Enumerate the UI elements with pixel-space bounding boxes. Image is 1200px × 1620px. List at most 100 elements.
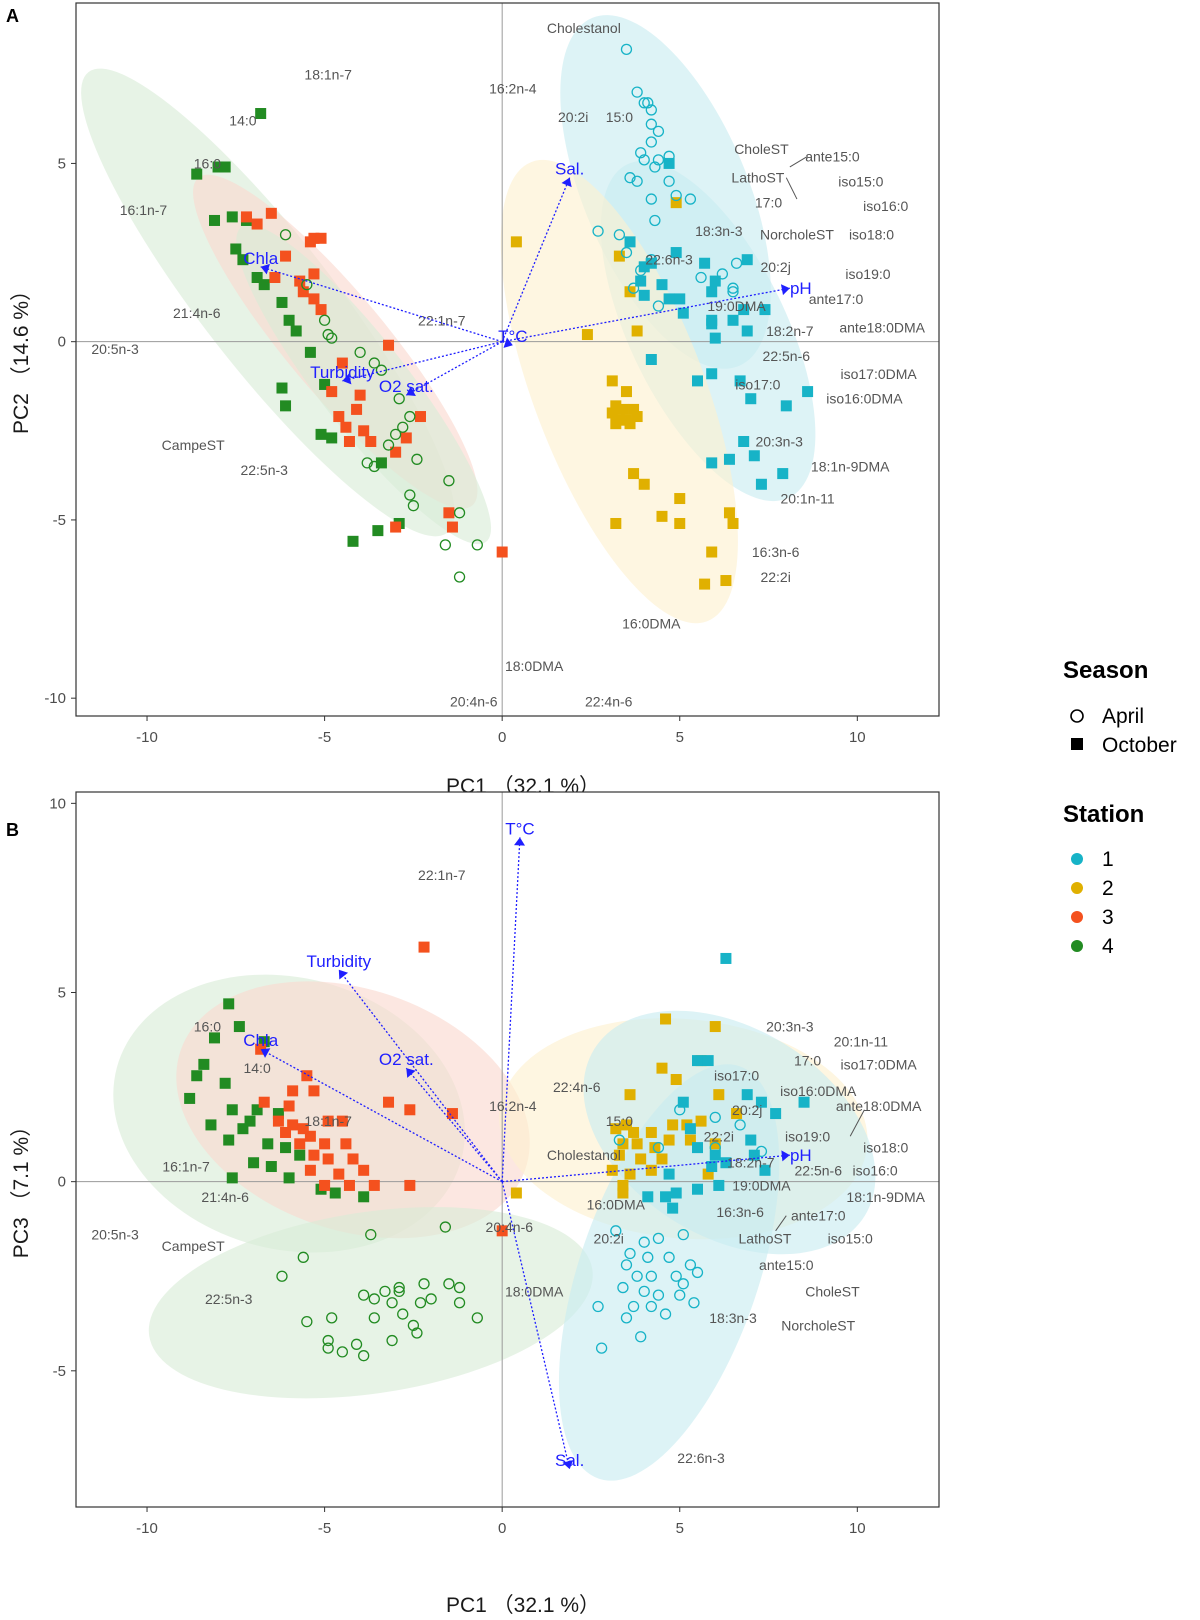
panel-a-point-station-4-april <box>397 421 409 433</box>
panel-b-point-station-1-april <box>635 1331 647 1343</box>
panel-a-point-station-3-october <box>326 386 338 398</box>
panel-b-point-station-1-april <box>659 1308 672 1320</box>
panel-b-variable-label: 16:0DMA <box>587 1196 646 1212</box>
panel-b-point-station-4-april <box>453 1297 466 1309</box>
panel-b-point-station-2-october <box>663 1134 675 1146</box>
panel-b-vector-label: Turbidity <box>307 952 372 971</box>
panel-b-point-station-4-october <box>226 1172 238 1184</box>
panel-b-point-station-1-october <box>667 1202 679 1214</box>
panel-a-variable-label: iso18:0 <box>849 227 894 243</box>
panel-b-vector-arrowhead <box>338 969 349 980</box>
panel-a-variable-label: 16:0DMA <box>622 615 681 631</box>
panel-a-point-station-1-october <box>635 275 647 287</box>
panel-b-point-station-3-october <box>404 1104 416 1116</box>
panel-b-point-station-4-october <box>294 1149 306 1161</box>
panel-a-point-station-1-april <box>620 43 633 55</box>
panel-a-point-station-4-april <box>326 332 338 344</box>
panel-a-point-station-1-april <box>645 193 657 205</box>
panel-b-vector-arrowhead <box>514 837 526 846</box>
panel-a-point-station-4-october <box>375 457 387 469</box>
panel-a-point-station-4-april <box>404 410 416 423</box>
panel-b-point-station-2-october <box>695 1115 707 1127</box>
panel-a-vector-ph <box>502 287 790 343</box>
panel-b-point-station-3-october <box>319 1179 331 1191</box>
panel-a-point-station-3-october <box>336 357 348 369</box>
panel-b-point-station-4-april <box>322 1334 334 1347</box>
panel-b-point-station-4-april <box>439 1221 451 1233</box>
panel-a-frame <box>75 2 940 717</box>
panel-a-point-station-4-april <box>368 357 380 369</box>
panel-b-point-station-1-april <box>652 1232 665 1245</box>
panel-b-point-station-3-october <box>322 1115 334 1127</box>
panel-a-point-station-3-october <box>251 218 263 230</box>
panel-a-point-station-3-october <box>333 411 345 423</box>
panel-b-variable-label: 20:2i <box>594 1230 624 1246</box>
panel-b-variable-label: iso17:0DMA <box>840 1056 917 1072</box>
panel-a-point-station-1-april <box>649 161 661 173</box>
panel-a-point-station-1-october <box>663 157 675 169</box>
panel-a-point-station-4-october <box>219 161 231 173</box>
panel-a-variable-label: 20:4n-6 <box>450 694 498 710</box>
panel-a-point-station-2-october <box>581 329 593 341</box>
panel-b-point-station-3-october <box>340 1138 352 1150</box>
panel-b-point-station-4-april <box>393 1285 405 1298</box>
legend: Season April October Station 1 2 3 4 <box>1063 657 1177 958</box>
legend-station-title: Station <box>1063 801 1144 828</box>
panel-a-pc1-pc2: A Cholestanol 18:1n-7 16:2n-4 20:2i 15:0 14:0… <box>6 2 940 798</box>
panel-b-variable-label: 22:1n-7 <box>418 867 466 883</box>
panel-b-variable-label: NorcholeST <box>781 1317 855 1333</box>
panel-a-point-station-1-october <box>706 368 718 380</box>
panel-a-point-station-3-october <box>269 272 281 284</box>
panel-a-vector-arrowhead <box>780 284 790 296</box>
panel-a-variable-label: 20:1n-11 <box>780 491 834 507</box>
panel-a-point-station-1-april <box>684 193 697 205</box>
panel-a-x-tick-label: 0 <box>498 729 506 746</box>
panel-b-point-station-4-april <box>414 1297 427 1309</box>
panel-a-variable-label: LathoST <box>731 170 784 186</box>
panel-b-variable-label: 20:2j <box>732 1102 762 1118</box>
panel-a-vector-turbidity <box>342 341 503 382</box>
panel-a-point-station-1-october <box>692 375 704 387</box>
panel-b-point-station-3-october <box>496 1225 508 1237</box>
panel-b-variable-label: 20:3n-3 <box>766 1019 814 1035</box>
panel-b-point-station-3-october <box>258 1096 270 1108</box>
legend-station-1-symbol <box>1071 853 1083 865</box>
panel-a-point-station-1-april <box>645 104 657 116</box>
panel-b-point-station-1-october <box>720 952 732 964</box>
panel-a-point-station-1-april <box>635 147 647 159</box>
panel-b-point-station-4-april <box>379 1285 391 1298</box>
panel-b-variable-label: 18:1n-7 <box>304 1113 352 1129</box>
panel-b-point-station-2-october <box>660 1013 672 1025</box>
panel-a-point-station-3-october <box>280 250 292 262</box>
panel-a-point-station-2-october <box>727 517 739 529</box>
panel-b-y-axis-title: PC3 （7.1 %） <box>10 1116 33 1258</box>
panel-b-point-station-1-april <box>691 1266 704 1279</box>
panel-b-variable-label: 16:1n-7 <box>162 1159 210 1175</box>
panel-b-point-station-2-october <box>624 1168 636 1180</box>
panel-a-y-tick-label: -10 <box>44 690 66 707</box>
panel-a-point-station-2-october <box>631 325 643 337</box>
panel-a-point-station-4-april <box>322 328 334 341</box>
panel-a-point-station-3-october <box>343 435 355 447</box>
panel-b-point-station-1-october <box>770 1108 782 1120</box>
panel-b-point-station-3-october <box>319 1138 331 1150</box>
panel-a-point-station-4-april <box>404 489 416 501</box>
panel-a-variable-label: iso19:0 <box>845 266 890 282</box>
panel-a-point-station-1-april <box>716 268 729 280</box>
panel-b-variable-label: LathoST <box>739 1230 792 1246</box>
legend-station-3-label: 3 <box>1102 906 1114 929</box>
panel-a-point-station-1-april <box>638 97 650 109</box>
panel-a-point-station-2-october <box>624 418 636 430</box>
panel-b-point-station-2-october <box>667 1119 679 1131</box>
panel-a-variable-label: 18:1n-7 <box>304 66 352 82</box>
panel-a-point-station-1-october <box>699 257 711 269</box>
panel-b-point-station-1-october <box>670 1187 682 1199</box>
panel-a-point-station-1-april <box>645 254 657 266</box>
panel-b-point-station-4-october <box>205 1119 217 1131</box>
panel-a-variable-label: CampeST <box>162 437 225 453</box>
panel-a-y-tick-label: -5 <box>53 512 66 529</box>
panel-a-point-station-3-october <box>446 521 458 533</box>
panel-a-variable-label: 16:0 <box>194 155 221 171</box>
panel-b-point-station-1-april <box>620 1312 633 1324</box>
panel-b-point-station-1-october <box>677 1096 689 1108</box>
